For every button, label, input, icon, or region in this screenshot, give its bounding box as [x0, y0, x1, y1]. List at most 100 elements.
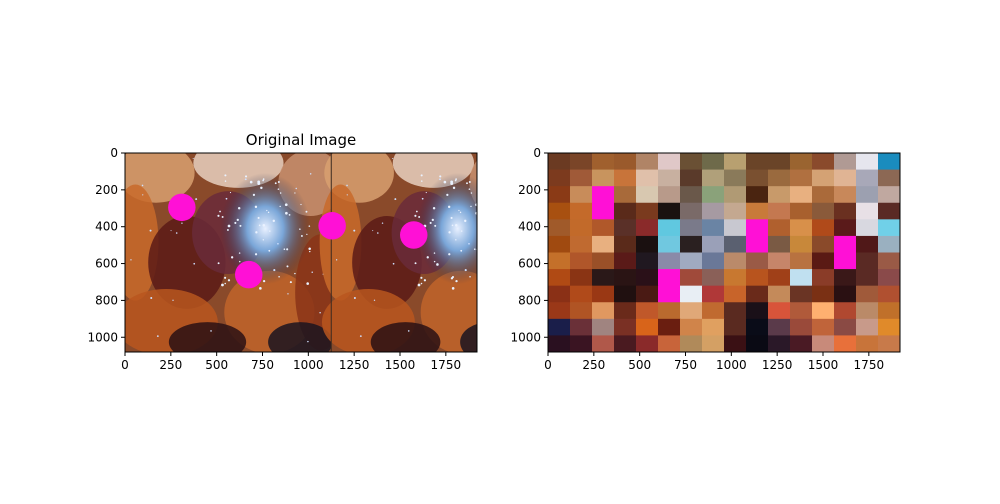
- star: [509, 274, 510, 275]
- star: [149, 229, 152, 232]
- pixel-cell: [834, 335, 857, 352]
- pixel-cell: [570, 318, 593, 336]
- star: [392, 262, 395, 265]
- pixel-cell: [834, 153, 857, 171]
- star: [459, 211, 462, 214]
- star: [300, 203, 302, 206]
- pixel-cell: [680, 169, 703, 187]
- star: [311, 271, 313, 273]
- pixel-cell: [614, 202, 637, 220]
- star: [244, 175, 248, 178]
- y-tick-label: 600: [95, 257, 118, 271]
- star: [489, 204, 490, 205]
- pixel-cell: [768, 186, 791, 204]
- star: [262, 279, 266, 283]
- star: [429, 221, 432, 224]
- star: [425, 191, 427, 194]
- star: [268, 249, 271, 252]
- pixel-cell: [548, 186, 571, 204]
- pixel-cell: [592, 219, 615, 237]
- pixel-cell: [636, 202, 659, 220]
- pixel-cell: [834, 235, 857, 253]
- star: [192, 157, 194, 160]
- star: [346, 184, 348, 187]
- star: [284, 203, 288, 207]
- axes-frame: [124, 152, 478, 353]
- star: [272, 219, 275, 223]
- star: [130, 259, 132, 261]
- pixel-cell: [548, 252, 571, 270]
- star: [448, 231, 451, 234]
- star: [455, 178, 457, 180]
- star: [287, 293, 289, 295]
- pixel-cell: [658, 252, 681, 270]
- pixel-cell: [768, 252, 791, 270]
- pixel-cell: [680, 235, 703, 253]
- pixel-cell: [658, 202, 681, 220]
- star: [455, 224, 458, 227]
- pixel-cell: [724, 235, 747, 253]
- star: [479, 214, 481, 216]
- pixel-cell: [856, 269, 879, 287]
- pixel-cell: [724, 302, 747, 320]
- pixel-cell: [812, 269, 835, 287]
- pixel-cell: [702, 169, 725, 187]
- pixel-cell: [614, 235, 637, 253]
- pixel-cell: [570, 235, 593, 253]
- star: [484, 192, 485, 193]
- pixel-cell: [856, 335, 879, 352]
- y-tick-label: 400: [95, 220, 118, 234]
- pixel-cell: [658, 269, 681, 287]
- star: [451, 224, 454, 227]
- star: [262, 179, 265, 182]
- star: [420, 282, 423, 285]
- star: [306, 282, 309, 285]
- pixel-cell: [702, 252, 725, 270]
- star: [225, 197, 228, 200]
- pixel-cell: [592, 153, 615, 171]
- pixel-cell: [680, 153, 703, 171]
- star: [439, 175, 442, 178]
- x-axis: 0 250 500 750 1000 1250 1500 1750: [121, 352, 461, 372]
- pixel-cell: [856, 169, 879, 187]
- pixel-cell: [614, 252, 637, 270]
- star: [195, 198, 198, 201]
- y-tick-label: 800: [95, 293, 118, 307]
- x-tick-label: 750: [674, 358, 697, 372]
- pixel-cell: [812, 235, 835, 253]
- star: [141, 184, 144, 187]
- pixel-cell: [658, 335, 681, 352]
- pixel-cell: [636, 252, 659, 270]
- x-tick-label: 1000: [293, 358, 324, 372]
- pixel-cell: [658, 235, 681, 253]
- pixel-cell: [570, 252, 593, 270]
- pixel-cell: [790, 186, 813, 204]
- pixel-cell: [834, 219, 857, 237]
- pixel-cell: [768, 169, 791, 187]
- star: [273, 268, 276, 272]
- x-tick-label: 1500: [808, 358, 839, 372]
- pixel-cell: [834, 186, 857, 204]
- star: [436, 263, 439, 266]
- star: [335, 259, 338, 261]
- pixel-cell: [636, 269, 659, 287]
- star: [432, 207, 436, 210]
- pixel-cell: [724, 153, 747, 171]
- pixel-cell: [768, 335, 791, 352]
- star: [468, 242, 470, 245]
- pixel-cell: [878, 269, 900, 287]
- star: [452, 186, 456, 190]
- star: [289, 281, 292, 284]
- pixel-cell: [680, 302, 703, 320]
- star: [431, 218, 434, 222]
- pixel-cell: [636, 235, 659, 253]
- star: [458, 209, 460, 212]
- marker-dot: [400, 221, 428, 249]
- pixel-cell: [790, 169, 813, 187]
- pixel-cell: [746, 202, 769, 220]
- pixel-cell: [680, 186, 703, 204]
- pixel-cell: [834, 202, 857, 220]
- star: [407, 330, 410, 332]
- x-tick-label: 0: [544, 358, 552, 372]
- star: [485, 188, 486, 189]
